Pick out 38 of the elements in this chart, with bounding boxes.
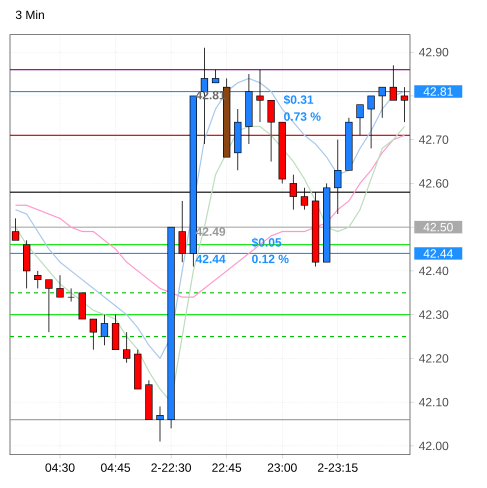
- candlestick: [123, 332, 130, 364]
- candlestick: [212, 69, 220, 84]
- candlestick: [100, 314, 108, 346]
- candlestick: [390, 64, 397, 101]
- x-tick-label: 04:45: [101, 463, 130, 472]
- chart-title: 3 Min: [16, 10, 44, 20]
- candlestick: [378, 86, 386, 118]
- x-tick-label: 2-22:30: [151, 463, 191, 472]
- x-tick-label: 04:30: [45, 463, 75, 472]
- candlestick: [178, 200, 186, 263]
- candlestick: [267, 100, 275, 162]
- candlestick: [67, 288, 75, 302]
- y-tick-label: 42.60: [418, 179, 448, 188]
- annotation: 0.73 %: [284, 112, 321, 121]
- annotation: 0.12 %: [252, 254, 289, 264]
- annotation: $0.31: [284, 94, 314, 105]
- candlestick: [367, 96, 375, 149]
- y-tick-label: 42.00: [418, 442, 448, 450]
- y-tick-label: 42.30: [418, 310, 448, 319]
- candlestick: [56, 274, 64, 298]
- x-tick-label: 2-23:15: [318, 463, 358, 472]
- y-tick-label: 42.20: [418, 354, 448, 363]
- y-tick-label: 42.90: [418, 48, 448, 56]
- candlestick: [34, 270, 42, 289]
- ref-line-label: 42.50: [424, 222, 453, 232]
- y-tick-label: 42.10: [418, 398, 448, 406]
- candlestick: [256, 69, 264, 123]
- x-tick-label: 23:00: [268, 463, 297, 472]
- ref-line-label: 42.44: [424, 249, 453, 258]
- x-tick-label: 22:45: [212, 463, 242, 472]
- candlestick: [356, 104, 364, 136]
- ref-line-label: 42.81: [424, 87, 453, 96]
- candlestick: [156, 406, 164, 442]
- y-tick-label: 42.70: [418, 135, 448, 144]
- candlestick: [45, 279, 53, 333]
- y-tick-label: 42.40: [418, 266, 448, 276]
- annotation: 42.44: [196, 254, 226, 264]
- candlestick: [90, 318, 97, 350]
